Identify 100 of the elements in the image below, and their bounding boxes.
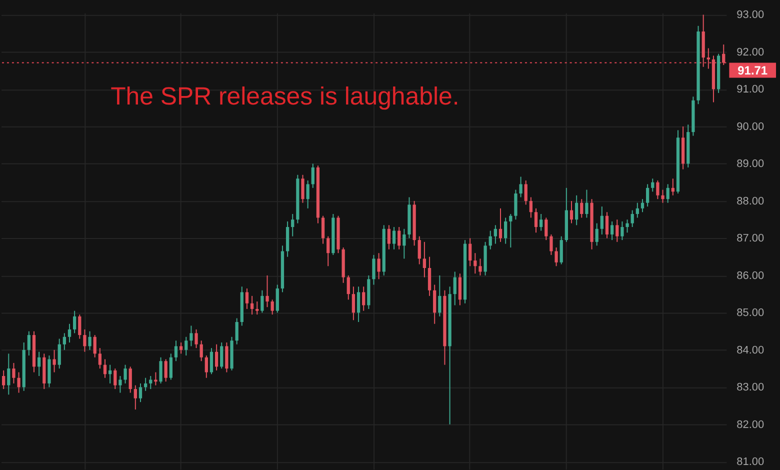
candlestick (433, 284, 436, 324)
candlestick (544, 217, 548, 241)
candlestick (301, 174, 304, 204)
candlestick (666, 184, 670, 204)
candlestick (62, 332, 66, 350)
candlestick (83, 328, 86, 352)
candlestick (630, 210, 634, 228)
candlestick (377, 252, 380, 280)
candlestick (311, 163, 314, 188)
candlestick (235, 318, 238, 345)
candlestick (636, 202, 639, 218)
y-tick-label: 86.00 (736, 270, 764, 282)
candlestick (474, 252, 477, 274)
candlestick (256, 301, 259, 316)
candlestick (98, 348, 102, 370)
candlestick (2, 370, 6, 390)
y-tick-label: 84.00 (736, 344, 764, 356)
y-tick-label: 85.00 (736, 307, 764, 320)
candlestick (169, 353, 172, 380)
candlestick (291, 213, 294, 237)
candlestick (204, 355, 208, 378)
y-tick-label: 90.00 (736, 120, 764, 133)
candlestick (422, 241, 426, 278)
candlestick (494, 224, 498, 244)
candlestick (560, 236, 563, 265)
candlestick (103, 358, 107, 378)
candlestick (78, 314, 82, 340)
candlestick (362, 286, 366, 312)
y-tick-label: 88.00 (736, 195, 764, 208)
candlestick (149, 375, 152, 390)
candlestick (88, 330, 92, 350)
candlestick (114, 368, 117, 390)
candlestick (402, 228, 406, 260)
candlestick (498, 208, 502, 242)
candlestick (194, 328, 198, 349)
candlestick (398, 226, 401, 250)
ref-line-label: 91.71 (738, 64, 768, 78)
candlestick (504, 217, 508, 244)
candlestick (575, 194, 578, 226)
candlestick (68, 323, 72, 343)
candlestick (646, 184, 650, 208)
candlestick (468, 238, 472, 267)
candlestick (190, 325, 193, 347)
candlestick (605, 212, 609, 239)
candlestick (392, 226, 396, 250)
y-tick-label: 89.00 (736, 158, 764, 170)
candlestick (610, 220, 614, 241)
y-tick-label: 93.00 (736, 9, 764, 22)
candlestick (626, 219, 629, 234)
candlestick (200, 340, 203, 362)
candlestick (352, 286, 356, 321)
candlestick (438, 274, 442, 317)
candlestick (260, 290, 264, 314)
candlestick (124, 364, 127, 384)
candlestick (73, 310, 76, 334)
candlestick (210, 348, 214, 375)
candlestick (585, 189, 588, 218)
candlestick (656, 180, 660, 200)
candlestick (387, 224, 391, 250)
candlestick (488, 230, 492, 250)
candlestick (519, 176, 522, 198)
candlestick (514, 189, 518, 220)
candlestick (356, 286, 360, 322)
candlestick (478, 258, 482, 276)
candlestick (346, 274, 350, 300)
candlestick (118, 375, 122, 394)
candlestick (534, 208, 538, 234)
candlestick (52, 349, 56, 373)
candlestick (453, 271, 456, 306)
candlestick (134, 384, 137, 410)
candlestick (12, 362, 16, 384)
candlestick (17, 372, 20, 394)
y-tick-label: 92.00 (736, 46, 764, 58)
candlestick (266, 274, 269, 308)
candlestick (524, 180, 528, 206)
candlestick (620, 220, 624, 241)
candlestick (418, 236, 421, 265)
candlestick (570, 200, 574, 224)
y-tick-label: 82.00 (736, 418, 764, 431)
candlestick (245, 288, 249, 310)
annotation: The SPR releases is laughable. (110, 82, 460, 111)
candlestick (326, 236, 330, 267)
candlestick (27, 330, 31, 356)
candlestick (225, 342, 228, 373)
candlestick (138, 382, 142, 403)
candlestick (58, 338, 61, 370)
candlestick (164, 358, 168, 382)
candlestick (38, 351, 41, 376)
y-tick-label: 83.00 (736, 382, 764, 394)
candlestick (600, 206, 604, 235)
candlestick (276, 284, 279, 314)
candlestick (250, 295, 254, 316)
candlestick (7, 353, 10, 396)
candlestick (640, 198, 644, 213)
candlestick (154, 372, 158, 386)
candlestick (428, 256, 432, 296)
candlestick (174, 340, 178, 362)
candlestick (580, 198, 584, 218)
candlestick (554, 247, 558, 267)
candlestick (550, 234, 553, 256)
